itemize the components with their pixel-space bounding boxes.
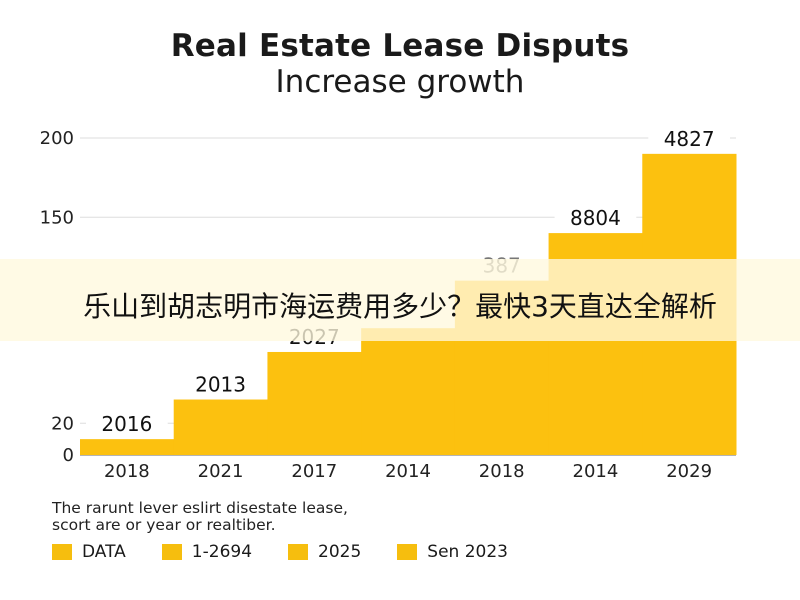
legend-swatch — [288, 544, 309, 560]
bar — [80, 439, 175, 455]
x-tick-label: 2017 — [291, 461, 337, 482]
legend-item-sen-2023: Sen 2023 — [397, 542, 508, 562]
x-tick-label: 2014 — [385, 461, 431, 482]
overlay-banner — [0, 259, 800, 341]
y-tick-label: 20 — [51, 413, 74, 434]
overlay-text: 乐山到胡志明市海运费用多少？最快3天直达全解析 — [83, 290, 717, 323]
legend-label: 1-2694 — [191, 542, 253, 562]
data-label-box — [179, 371, 262, 398]
legend-swatch — [52, 544, 72, 560]
data-label: 4827 — [664, 127, 715, 151]
x-tick-label: 2014 — [573, 461, 619, 482]
legend-swatch — [161, 544, 182, 560]
legend-swatch — [397, 544, 418, 560]
data-label: 2013 — [195, 373, 246, 397]
note-line-2: scort are or year or realtiber. — [52, 516, 276, 534]
x-tick-label: 2021 — [198, 461, 244, 482]
legend-label: 2025 — [318, 542, 362, 562]
legend-label: DATA — [82, 542, 126, 562]
data-label-box — [554, 205, 637, 232]
chart-note: The rarunt lever eslirt disestate lease,… — [52, 500, 348, 534]
bar — [173, 399, 268, 455]
legend-label: Sen 2023 — [427, 542, 508, 562]
data-label-box — [86, 411, 168, 438]
data-label: 8804 — [570, 206, 621, 230]
y-tick-label: 0 — [63, 445, 74, 466]
bar — [267, 351, 362, 455]
chart-title: Real Estate Lease Disputs — [170, 28, 630, 64]
legend: DATA 1-2694 2025 Sen 2023 — [52, 541, 544, 563]
x-tick-label: 2018 — [104, 461, 150, 482]
legend-item-2025: 2025 — [288, 542, 361, 562]
bar-chart: 2001502002018201620212013201720272014201… — [40, 125, 737, 482]
legend-item-1-2694: 1-2694 — [161, 542, 253, 562]
x-tick-label: 2029 — [666, 461, 712, 482]
y-tick-label: 150 — [40, 207, 74, 228]
bar — [361, 328, 456, 455]
note-line-1: The rarunt lever eslirt disestate lease, — [52, 499, 348, 517]
data-label: 2016 — [101, 412, 152, 436]
x-tick-label: 2018 — [479, 461, 525, 482]
legend-item-data: DATA — [52, 542, 126, 562]
data-label-box — [648, 125, 730, 152]
y-tick-label: 200 — [40, 128, 74, 149]
chart-subtitle: Increase growth — [275, 64, 525, 100]
